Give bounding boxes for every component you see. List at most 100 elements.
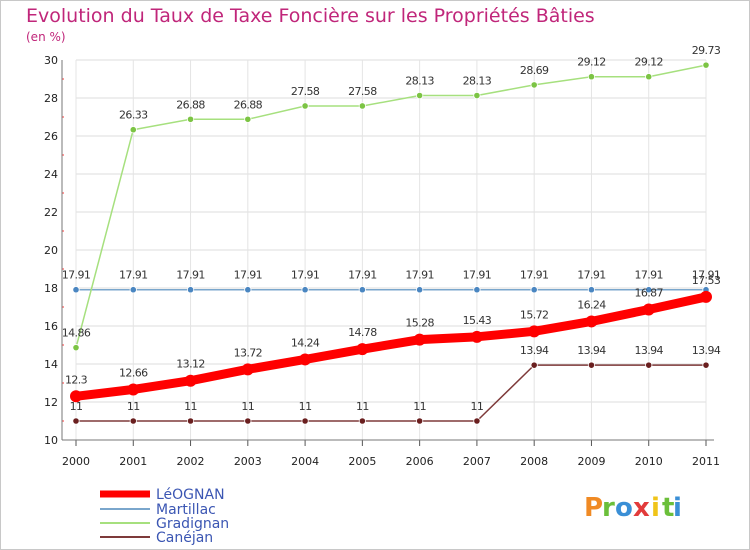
data-point-l-ognan bbox=[241, 363, 254, 376]
data-label-can-jan: 13.94 bbox=[577, 344, 606, 357]
data-point-l-ognan bbox=[299, 353, 312, 366]
data-label-gradignan: 26.88 bbox=[234, 98, 263, 111]
legend-label: LéOGNAN bbox=[156, 487, 225, 503]
data-point-can-jan bbox=[702, 361, 710, 369]
data-label-gradignan: 29.12 bbox=[634, 56, 663, 69]
data-point-can-jan bbox=[72, 417, 80, 425]
data-label-can-jan: 13.94 bbox=[692, 344, 721, 357]
proxiti-logo: Pr o x i ti bbox=[584, 493, 682, 523]
data-point-l-ognan bbox=[700, 290, 712, 303]
data-label-gradignan: 27.58 bbox=[291, 85, 320, 98]
data-label-martillac: 17.91 bbox=[119, 269, 148, 282]
series-gradignan bbox=[72, 61, 710, 352]
x-tick-label: 2011 bbox=[692, 455, 720, 468]
logo-letter: P bbox=[584, 493, 603, 523]
data-label-l-ognan: 15.43 bbox=[463, 314, 492, 327]
data-label-l-ognan: 12.66 bbox=[119, 366, 148, 379]
data-point-can-jan bbox=[416, 417, 424, 425]
data-point-can-jan bbox=[358, 417, 366, 425]
data-label-gradignan: 29.12 bbox=[577, 56, 606, 69]
data-point-martillac bbox=[473, 286, 481, 294]
data-label-martillac: 17.91 bbox=[405, 269, 434, 282]
data-label-can-jan: 11 bbox=[70, 400, 83, 413]
data-label-gradignan: 28.13 bbox=[463, 75, 492, 88]
data-point-martillac bbox=[645, 286, 653, 294]
data-point-gradignan bbox=[416, 91, 424, 100]
series-line-can-jan bbox=[75, 364, 707, 422]
data-label-l-ognan: 14.78 bbox=[348, 326, 377, 339]
data-label-l-ognan: 17.53 bbox=[692, 274, 721, 287]
y-tick-label: 20 bbox=[44, 244, 58, 257]
y-tick-label: 16 bbox=[44, 320, 58, 333]
data-point-martillac bbox=[530, 286, 538, 294]
data-point-gradignan bbox=[530, 81, 538, 89]
x-tick-label: 2008 bbox=[520, 455, 548, 468]
data-point-gradignan bbox=[645, 73, 653, 81]
grid bbox=[75, 59, 707, 441]
data-label-l-ognan: 12.3 bbox=[65, 373, 88, 386]
data-point-l-ognan bbox=[356, 343, 369, 356]
x-tick-label: 2009 bbox=[577, 455, 605, 468]
legend-label: Canéjan bbox=[156, 530, 213, 546]
data-label-martillac: 17.91 bbox=[692, 269, 721, 282]
data-label-can-jan: 13.94 bbox=[520, 344, 549, 357]
data-label-l-ognan: 16.24 bbox=[577, 298, 606, 311]
data-label-can-jan: 11 bbox=[356, 400, 369, 413]
data-label-gradignan: 28.13 bbox=[405, 75, 434, 88]
data-point-martillac bbox=[72, 286, 80, 294]
data-label-can-jan: 11 bbox=[127, 400, 140, 413]
data-point-can-jan bbox=[645, 361, 653, 369]
logo-letter: i bbox=[673, 493, 682, 523]
data-label-gradignan: 29.73 bbox=[692, 44, 721, 57]
data-point-l-ognan bbox=[470, 330, 483, 343]
data-label-gradignan: 26.33 bbox=[119, 109, 148, 122]
legend-label: Martillac bbox=[156, 502, 216, 518]
data-point-gradignan bbox=[72, 344, 80, 352]
data-label-l-ognan: 13.12 bbox=[176, 358, 205, 371]
y-tick-label: 22 bbox=[44, 206, 58, 219]
data-point-martillac bbox=[186, 286, 195, 294]
x-tick-label: 2010 bbox=[635, 455, 663, 468]
x-tick-label: 2003 bbox=[234, 455, 262, 468]
data-point-gradignan bbox=[702, 61, 710, 69]
logo-letter: r bbox=[602, 493, 615, 523]
data-label-can-jan: 11 bbox=[241, 400, 254, 413]
data-label-l-ognan: 15.28 bbox=[405, 317, 434, 330]
data-label-gradignan: 14.86 bbox=[62, 327, 91, 340]
logo-letter: i bbox=[651, 493, 660, 523]
y-tick-label: 30 bbox=[44, 54, 58, 67]
data-point-gradignan bbox=[244, 115, 252, 123]
data-label-martillac: 17.91 bbox=[291, 269, 320, 282]
x-tick-label: 2006 bbox=[406, 455, 434, 468]
data-label-can-jan: 11 bbox=[184, 400, 197, 413]
logo-letter: o bbox=[615, 493, 633, 523]
data-point-l-ognan bbox=[642, 303, 655, 316]
series-line-gradignan bbox=[75, 64, 707, 349]
data-label-martillac: 17.91 bbox=[62, 269, 91, 282]
data-label-martillac: 17.91 bbox=[348, 269, 377, 282]
data-point-martillac bbox=[587, 286, 596, 294]
data-point-can-jan bbox=[530, 361, 538, 369]
data-point-can-jan bbox=[244, 417, 252, 425]
data-point-martillac bbox=[416, 286, 424, 294]
data-point-l-ognan bbox=[127, 383, 140, 396]
y-tick-label: 12 bbox=[44, 396, 58, 409]
chart-title: Evolution du Taux de Taxe Foncière sur l… bbox=[26, 5, 595, 27]
data-point-gradignan bbox=[129, 126, 137, 134]
data-point-l-ognan bbox=[528, 325, 541, 338]
y-tick-label: 10 bbox=[44, 434, 58, 447]
data-label-gradignan: 26.88 bbox=[176, 98, 205, 111]
data-label-can-jan: 13.94 bbox=[634, 344, 663, 357]
x-tick-label: 2000 bbox=[62, 455, 90, 468]
data-label-l-ognan: 14.24 bbox=[291, 336, 320, 349]
data-point-martillac bbox=[358, 286, 366, 294]
data-point-l-ognan bbox=[70, 390, 82, 403]
y-tick-label: 14 bbox=[44, 358, 58, 371]
data-point-can-jan bbox=[587, 361, 596, 369]
series-group bbox=[70, 61, 712, 425]
data-label-martillac: 17.91 bbox=[577, 269, 606, 282]
chart-subtitle: (en %) bbox=[26, 30, 66, 44]
data-label-gradignan: 28.69 bbox=[520, 64, 549, 77]
